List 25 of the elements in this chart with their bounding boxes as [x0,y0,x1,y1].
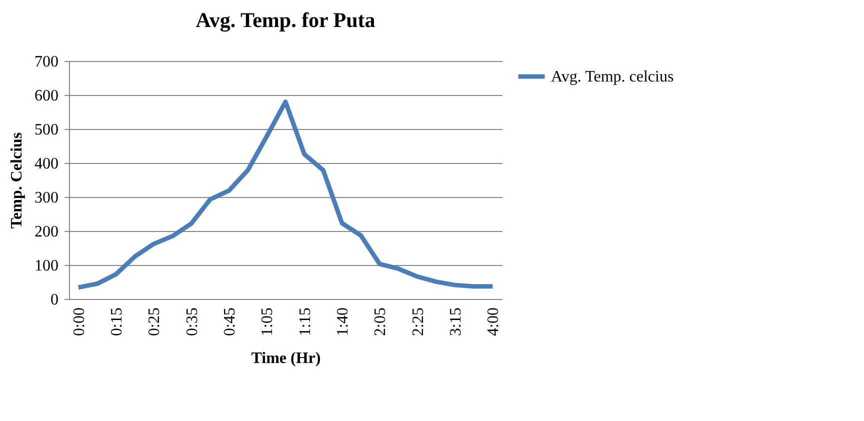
x-tick-label: 2:25 [410,308,427,336]
y-tick-label: 200 [34,224,58,240]
y-tick-label: 700 [34,54,58,70]
x-axis-title: Time (Hr) [251,350,321,367]
x-tick-label: 1:05 [259,308,276,336]
x-tick-label: 4:00 [485,308,502,336]
y-tick-label: 400 [34,156,58,172]
y-tick-label: 0 [50,292,58,308]
x-tick-label: 3:15 [447,308,464,336]
y-tick-label: 100 [34,258,58,274]
x-tick-label: 0:35 [184,308,201,336]
y-tick-label: 600 [34,88,58,104]
y-tick-label: 500 [34,122,58,138]
x-tick-label: 0:00 [70,308,88,336]
x-tick-label: 0:15 [108,308,126,336]
x-tick-label: 1:40 [334,308,352,336]
x-tick-label: 1:15 [296,308,314,336]
x-tick-label: 0:25 [146,308,164,336]
x-tick-label: 0:45 [222,308,239,336]
y-tick-label: 300 [34,190,58,206]
chart-title: Avg. Temp. for Puta [196,8,376,32]
y-axis-title: Temp. Celcius [8,132,26,229]
line-series [76,100,495,290]
legend-label: Avg. Temp. celcius [551,68,674,86]
x-tick-label: 2:05 [372,308,390,336]
